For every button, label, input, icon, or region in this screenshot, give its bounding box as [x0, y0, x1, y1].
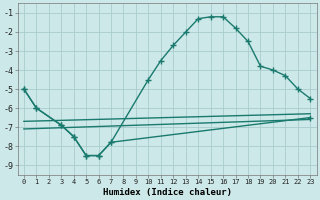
- X-axis label: Humidex (Indice chaleur): Humidex (Indice chaleur): [103, 188, 232, 197]
